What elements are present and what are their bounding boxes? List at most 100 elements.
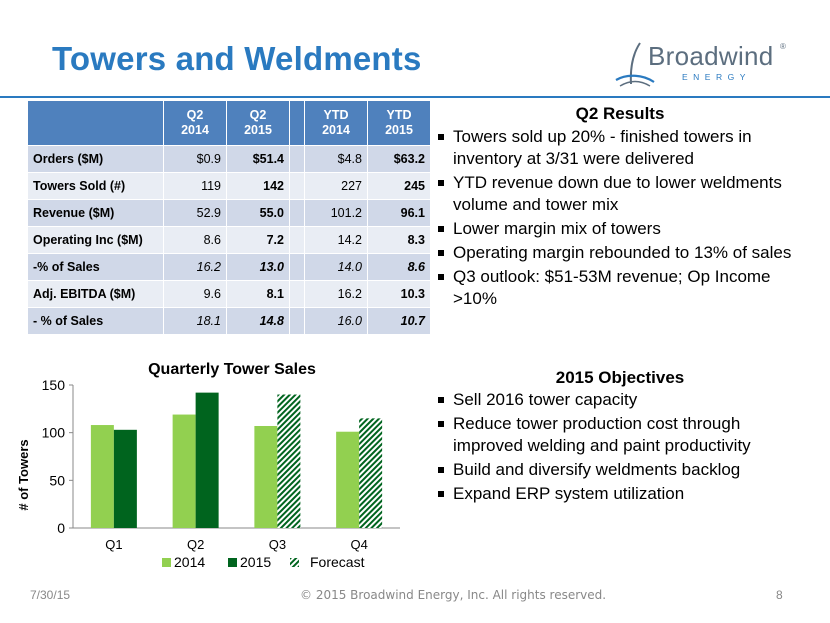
table-cell: 8.6: [367, 253, 431, 281]
table-row-label: -% of Sales: [27, 253, 164, 281]
legend-swatch-2014: [162, 558, 171, 567]
table-cell: 9.6: [163, 280, 227, 308]
table-row-label: Revenue ($M): [27, 199, 164, 227]
table-cell: $4.8: [304, 145, 368, 173]
table-cell: 119: [163, 172, 227, 200]
table-cell: 55.0: [226, 199, 290, 227]
bullet-item: YTD revenue down due to lower weldments …: [438, 172, 808, 216]
bullet-text: Lower margin mix of towers: [453, 219, 661, 238]
table-row-label: Towers Sold (#): [27, 172, 164, 200]
table-cell: 245: [367, 172, 431, 200]
table-cell: 8.6: [163, 226, 227, 254]
bullet-square-icon: [438, 226, 444, 232]
table-header-ytd-2015: YTD 2015: [367, 100, 431, 146]
table-row: Revenue ($M) 52.9 55.0 101.2 96.1: [27, 199, 431, 227]
broadwind-logo: Broadwind ® ENERGY: [612, 40, 802, 90]
table-cell: 14.0: [304, 253, 368, 281]
table-cell: 8.3: [367, 226, 431, 254]
table-gap-cell: [289, 199, 305, 227]
table-cell: 10.3: [367, 280, 431, 308]
table-header-ytd-2014: YTD 2014: [304, 100, 368, 146]
bullet-text: Towers sold up 20% - finished towers in …: [453, 127, 752, 168]
chart-x-tick-label: Q1: [105, 537, 122, 552]
table-header-blank: [27, 100, 164, 146]
chart-bar-2014: [172, 414, 196, 528]
chart-bar-2014: [90, 425, 114, 528]
table-row-label: Adj. EBITDA ($M): [27, 280, 164, 308]
legend-label-2014: 2014: [174, 554, 205, 570]
table-header-q2-2014: Q2 2014: [163, 100, 227, 146]
bullet-item: Build and diversify weldments backlog: [438, 459, 808, 481]
legend-swatch-2015: [228, 558, 237, 567]
table-row: Towers Sold (#) 119 142 227 245: [27, 172, 431, 200]
table-cell: 14.2: [304, 226, 368, 254]
bullet-square-icon: [438, 397, 444, 403]
chart-x-tick-label: Q2: [187, 537, 204, 552]
bullet-text: Expand ERP system utilization: [453, 484, 685, 503]
objectives-heading: 2015 Objectives: [555, 368, 685, 387]
table-gap-cell: [289, 253, 305, 281]
footer-page-number: 8: [776, 588, 783, 602]
table-cell: 101.2: [304, 199, 368, 227]
table-row: -% of Sales 16.2 13.0 14.0 8.6: [27, 253, 431, 281]
table-row: - % of Sales 18.1 14.8 16.0 10.7: [27, 307, 431, 335]
table-cell: 8.1: [226, 280, 290, 308]
table-cell: 13.0: [226, 253, 290, 281]
bullet-item: Sell 2016 tower capacity: [438, 389, 808, 411]
bullet-text: Sell 2016 tower capacity: [453, 390, 638, 409]
wind-swoosh-icon: [615, 42, 655, 87]
bullet-text: Operating margin rebounded to 13% of sal…: [453, 243, 792, 262]
table-header-q2-2015: Q2 2015: [226, 100, 290, 146]
bullet-square-icon: [438, 491, 444, 497]
chart-title: Quarterly Tower Sales: [148, 361, 316, 378]
chart-y-tick-label: 100: [42, 425, 66, 441]
bullet-text: Q3 outlook: $51-53M revenue; Op Income >…: [453, 267, 771, 308]
chart-y-tick-label: 0: [57, 520, 65, 536]
legend-label-2015: 2015: [240, 554, 271, 570]
table-row: Adj. EBITDA ($M) 9.6 8.1 16.2 10.3: [27, 280, 431, 308]
chart-bar-2014: [254, 425, 278, 528]
table-cell: 16.2: [304, 280, 368, 308]
q2-results-heading: Q2 Results: [575, 104, 665, 123]
chart-x-tick-label: Q3: [269, 537, 286, 552]
table-gap-cell: [289, 172, 305, 200]
bullet-text: Build and diversify weldments backlog: [453, 460, 741, 479]
table-cell: 18.1: [163, 307, 227, 335]
bullet-square-icon: [438, 250, 444, 256]
table-header-row: Q2 2014 Q2 2015 YTD 2014 YTD 2015: [27, 100, 431, 146]
quarterly-tower-sales-chart: Quarterly Tower Sales # of Towers 0 50 100…: [16, 361, 400, 570]
footer-date: 7/30/15: [30, 588, 71, 602]
table-row-label: - % of Sales: [27, 307, 164, 335]
bullet-square-icon: [438, 467, 444, 473]
table-row: Operating Inc ($M) 8.6 7.2 14.2 8.3: [27, 226, 431, 254]
chart-bar-2015: [113, 429, 137, 528]
table-cell: 10.7: [367, 307, 431, 335]
bullet-square-icon: [438, 274, 444, 280]
footer-copyright: © 2015 Broadwind Energy, Inc. All rights…: [300, 588, 607, 602]
table-gap-cell: [289, 280, 305, 308]
chart-y-tick-label: 50: [49, 472, 65, 488]
legend-label-forecast: Forecast: [310, 554, 365, 570]
bullet-item: Reduce tower production cost through imp…: [438, 413, 808, 457]
slide-title: Towers and Weldments: [52, 40, 422, 77]
table-cell: $63.2: [367, 145, 431, 173]
table-cell: 142: [226, 172, 290, 200]
logo-wordmark: Broadwind: [648, 41, 774, 71]
bullet-item: Expand ERP system utilization: [438, 483, 808, 505]
table-header-gap: [289, 100, 305, 146]
chart-y-axis-label: # of Towers: [16, 439, 31, 510]
q2-results-list: Towers sold up 20% - finished towers in …: [438, 126, 808, 312]
table-gap-cell: [289, 145, 305, 173]
title-divider: [0, 96, 830, 98]
bullet-square-icon: [438, 421, 444, 427]
bullet-item: Operating margin rebounded to 13% of sal…: [438, 242, 808, 264]
table-row-label: Operating Inc ($M): [27, 226, 164, 254]
bullet-square-icon: [438, 134, 444, 140]
chart-y-tick-label: 150: [42, 377, 66, 393]
table-cell: 52.9: [163, 199, 227, 227]
table-row-label: Orders ($M): [27, 145, 164, 173]
chart-bar-2014: [336, 431, 360, 528]
table-cell: 14.8: [226, 307, 290, 335]
logo-registered-mark: ®: [780, 42, 786, 51]
objectives-list: Sell 2016 tower capacity Reduce tower pro…: [438, 389, 808, 507]
